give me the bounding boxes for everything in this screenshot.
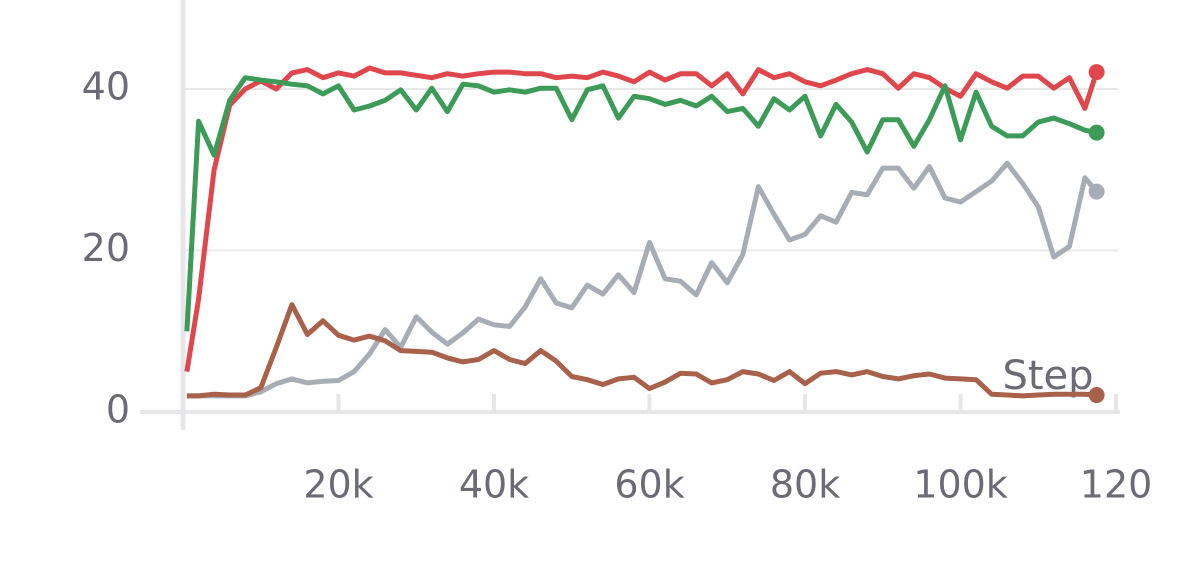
end-dot <box>1088 387 1105 404</box>
series-line <box>184 75 1098 332</box>
y-tick-label: 0 <box>106 388 130 432</box>
end-dot <box>1088 183 1105 200</box>
x-axis-label: Step <box>1002 353 1093 399</box>
y-tick-label: 40 <box>82 65 130 109</box>
end-dot <box>1088 124 1105 141</box>
x-tick-label: 80k <box>770 463 840 507</box>
y-tick-label: 20 <box>82 226 130 270</box>
x-tick-label: 100k <box>913 463 1008 507</box>
series-line <box>186 302 1097 399</box>
x-tick-label: 60k <box>614 463 684 507</box>
series-line <box>186 160 1099 399</box>
x-tick-label: 120 <box>1080 463 1153 507</box>
x-tick-label: 20k <box>303 463 373 507</box>
end-dot <box>1088 64 1105 81</box>
series-line <box>184 65 1099 372</box>
x-tick-label: 40k <box>459 463 529 507</box>
